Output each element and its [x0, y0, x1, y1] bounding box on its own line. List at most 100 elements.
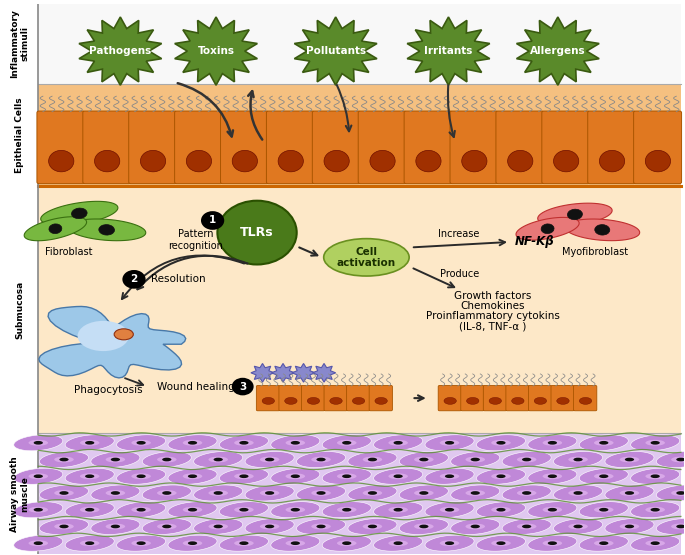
Ellipse shape [512, 397, 524, 405]
Polygon shape [605, 485, 654, 501]
Polygon shape [502, 485, 551, 501]
Polygon shape [271, 468, 320, 485]
Ellipse shape [522, 491, 532, 495]
Ellipse shape [286, 473, 305, 479]
Ellipse shape [239, 475, 249, 478]
Ellipse shape [265, 458, 274, 461]
Ellipse shape [594, 440, 614, 446]
Ellipse shape [471, 458, 480, 461]
Polygon shape [516, 218, 580, 240]
Ellipse shape [567, 209, 582, 220]
FancyBboxPatch shape [496, 111, 544, 184]
Polygon shape [631, 468, 680, 485]
Text: Airway smooth
muscle: Airway smooth muscle [10, 456, 29, 532]
Ellipse shape [111, 491, 120, 495]
Ellipse shape [311, 457, 331, 462]
Polygon shape [553, 452, 603, 467]
Polygon shape [68, 219, 146, 241]
Ellipse shape [466, 397, 479, 405]
Ellipse shape [188, 441, 197, 445]
Circle shape [232, 378, 253, 395]
Polygon shape [580, 535, 628, 551]
Polygon shape [251, 364, 274, 382]
Ellipse shape [676, 491, 685, 495]
Polygon shape [373, 535, 423, 551]
Polygon shape [373, 435, 423, 451]
Ellipse shape [543, 507, 562, 513]
Ellipse shape [34, 441, 43, 445]
Polygon shape [348, 485, 397, 501]
Ellipse shape [214, 524, 223, 528]
Polygon shape [322, 535, 371, 551]
Polygon shape [477, 468, 525, 485]
Ellipse shape [489, 397, 501, 405]
Ellipse shape [645, 150, 671, 172]
Polygon shape [14, 535, 63, 551]
Ellipse shape [324, 239, 409, 276]
Polygon shape [425, 468, 474, 485]
Ellipse shape [80, 507, 99, 513]
Ellipse shape [444, 397, 456, 405]
Polygon shape [656, 485, 685, 501]
Ellipse shape [393, 441, 403, 445]
FancyBboxPatch shape [450, 111, 498, 184]
Ellipse shape [645, 540, 665, 546]
Polygon shape [245, 452, 294, 467]
Text: Resolution: Resolution [151, 274, 205, 284]
Ellipse shape [548, 508, 557, 512]
Ellipse shape [497, 475, 506, 478]
Ellipse shape [671, 457, 685, 462]
Polygon shape [373, 468, 423, 485]
Polygon shape [292, 364, 315, 382]
FancyBboxPatch shape [347, 386, 370, 411]
Ellipse shape [466, 523, 485, 529]
Ellipse shape [594, 540, 614, 546]
Ellipse shape [290, 508, 300, 512]
Text: Pathogens: Pathogens [89, 46, 151, 56]
Ellipse shape [260, 523, 279, 529]
Polygon shape [245, 485, 294, 501]
Polygon shape [477, 435, 525, 451]
Ellipse shape [388, 540, 408, 546]
FancyBboxPatch shape [256, 386, 279, 411]
Ellipse shape [316, 491, 325, 495]
Ellipse shape [111, 458, 120, 461]
Ellipse shape [543, 540, 562, 546]
Ellipse shape [136, 541, 146, 545]
Polygon shape [219, 502, 269, 518]
Ellipse shape [49, 150, 74, 172]
Ellipse shape [440, 507, 460, 513]
Ellipse shape [114, 329, 134, 340]
Bar [38, 4, 681, 84]
Ellipse shape [471, 491, 480, 495]
Ellipse shape [60, 491, 68, 495]
Ellipse shape [183, 507, 202, 513]
Text: Proinflammatory cytokins: Proinflammatory cytokins [426, 311, 560, 321]
FancyBboxPatch shape [369, 386, 393, 411]
Polygon shape [297, 452, 345, 467]
Ellipse shape [316, 524, 325, 528]
Polygon shape [79, 17, 162, 85]
Ellipse shape [517, 523, 536, 529]
Polygon shape [451, 518, 500, 534]
Polygon shape [142, 452, 191, 467]
Polygon shape [451, 452, 500, 467]
Ellipse shape [362, 490, 382, 496]
FancyBboxPatch shape [588, 111, 636, 184]
FancyBboxPatch shape [404, 111, 452, 184]
Ellipse shape [311, 490, 331, 496]
Ellipse shape [676, 524, 685, 528]
Ellipse shape [260, 457, 279, 462]
Ellipse shape [105, 457, 125, 462]
Text: Chemokines: Chemokines [460, 301, 525, 311]
Ellipse shape [543, 473, 562, 479]
Polygon shape [40, 452, 88, 467]
Ellipse shape [234, 507, 253, 513]
Polygon shape [168, 502, 217, 518]
Polygon shape [399, 485, 449, 501]
Text: Pattern
recognition: Pattern recognition [168, 229, 223, 250]
FancyBboxPatch shape [37, 111, 85, 184]
Polygon shape [142, 518, 191, 534]
Ellipse shape [29, 507, 48, 513]
Polygon shape [245, 518, 294, 534]
